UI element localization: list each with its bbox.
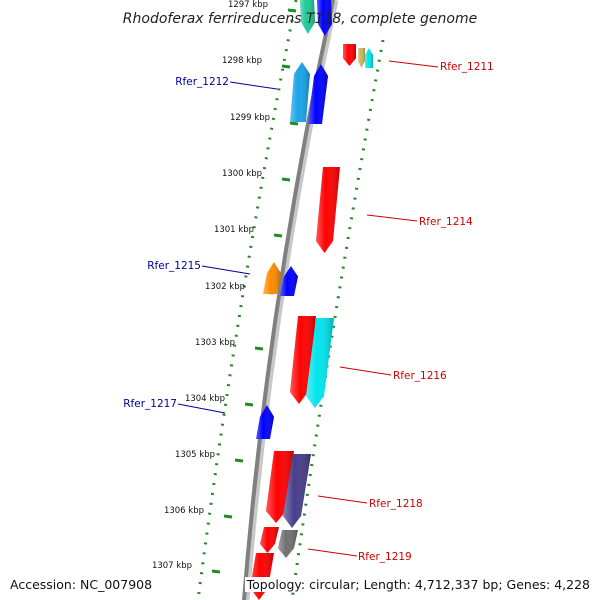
callout-line xyxy=(177,403,226,414)
feature-arrow xyxy=(358,48,365,68)
tick-label: 1305 kbp xyxy=(175,450,215,460)
feature-arrow xyxy=(365,48,373,68)
callout-line xyxy=(229,81,278,90)
tick-mark xyxy=(254,346,264,351)
callout-line xyxy=(388,60,439,68)
tick-mark xyxy=(211,569,221,574)
tick-labels: 1297 kbp 1298 kbp 1299 kbp 1300 kbp 1301 kbp… xyxy=(152,0,270,571)
tick-label: 1297 kbp xyxy=(228,0,268,10)
gene-arrow-rfer-1218[interactable] xyxy=(266,451,311,528)
gene-label[interactable]: Rfer_1219 xyxy=(358,551,412,563)
tick-mark xyxy=(234,458,244,463)
gene-label[interactable]: Rfer_1212 xyxy=(175,76,229,88)
gene-features xyxy=(250,0,373,600)
callout-line xyxy=(307,548,358,557)
accession-text: Accession: NC_007908 xyxy=(8,577,155,592)
tick-mark xyxy=(223,514,233,519)
tick-mark xyxy=(289,121,299,126)
gene-label[interactable]: Rfer_1216 xyxy=(393,370,447,382)
tick-label: 1299 kbp xyxy=(230,113,270,123)
gene-label[interactable]: Rfer_1211 xyxy=(440,61,494,73)
gene-label[interactable]: Rfer_1214 xyxy=(419,216,473,228)
callout-line xyxy=(201,265,251,275)
tick-label: 1300 kbp xyxy=(222,169,262,179)
tick-label: 1306 kbp xyxy=(164,506,204,516)
gene-arrow-rfer-1214[interactable] xyxy=(316,167,340,253)
gene-arrow-rfer-1215[interactable] xyxy=(263,262,298,296)
tick-mark xyxy=(244,402,254,407)
feature-arrow xyxy=(300,0,315,34)
tick-mark xyxy=(273,233,283,238)
topology-text: Topology: circular; Length: 4,712,337 bp… xyxy=(244,577,592,592)
gene-arrow-rfer-1211[interactable] xyxy=(343,44,356,66)
gene-label[interactable]: Rfer_1215 xyxy=(147,260,201,272)
tick-label: 1301 kbp xyxy=(214,225,254,235)
gene-label[interactable]: Rfer_1218 xyxy=(369,498,423,510)
tick-mark xyxy=(281,177,291,182)
feature-arrow xyxy=(317,0,332,36)
tick-label: 1307 kbp xyxy=(152,561,192,571)
outer-ruler xyxy=(290,39,385,600)
callout-line xyxy=(366,214,418,222)
gene-arrow-rfer-1217[interactable] xyxy=(256,405,274,439)
callout-line xyxy=(339,366,392,376)
gene-callouts: Rfer_1211 Rfer_1212 Rfer_1214 Rfer_1215 Rfer… xyxy=(123,60,494,563)
tick-label: 1302 kbp xyxy=(205,282,245,292)
gene-arrow-rfer-1212[interactable] xyxy=(290,62,328,124)
map-title: Rhodoferax ferrireducens T118, complete … xyxy=(123,11,477,27)
gene-arrow-rfer-1216[interactable] xyxy=(290,316,334,408)
tick-label: 1304 kbp xyxy=(185,394,225,404)
gene-label[interactable]: Rfer_1217 xyxy=(123,398,177,410)
tick-mark xyxy=(287,8,297,13)
callout-line xyxy=(317,495,368,504)
coordinate-rulers xyxy=(196,0,385,600)
tick-label: 1303 kbp xyxy=(195,338,235,348)
tick-label: 1298 kbp xyxy=(222,56,262,66)
tick-mark xyxy=(281,64,291,69)
tick-marks xyxy=(211,8,299,574)
